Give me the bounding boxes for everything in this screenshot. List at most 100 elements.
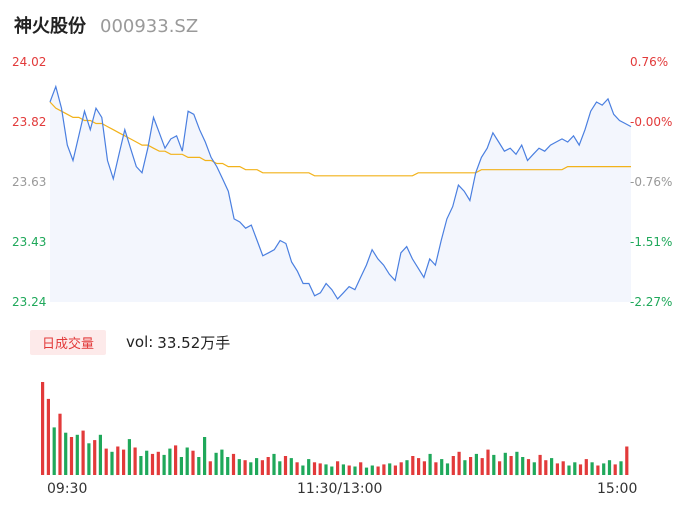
volume-bar	[237, 459, 241, 475]
volume-bar	[185, 447, 189, 475]
volume-bar	[255, 458, 259, 475]
pct-tick-label: 0.76%	[630, 55, 669, 69]
stock-code: 000933.SZ	[100, 16, 199, 37]
volume-bar	[550, 458, 554, 475]
volume-bar	[69, 437, 74, 475]
volume-bar	[145, 450, 149, 475]
volume-bar	[81, 430, 85, 475]
volume-bar	[318, 463, 322, 475]
volume-bar	[596, 465, 600, 475]
volume-bar	[498, 461, 502, 475]
volume-bar	[203, 437, 207, 475]
volume-bar	[116, 446, 120, 475]
price-tick-label: 23.24	[12, 295, 47, 309]
volume-bar	[336, 461, 340, 475]
volume-bar	[440, 459, 444, 475]
volume-bar	[619, 461, 623, 475]
volume-bar	[110, 451, 114, 476]
volume-bar	[417, 458, 421, 475]
volume-bar	[214, 452, 218, 475]
price-tick-label: 23.43	[12, 235, 47, 249]
volume-bar	[474, 453, 478, 475]
volume-bar	[364, 467, 369, 475]
average-price-line	[49, 101, 631, 177]
volume-bar	[98, 434, 102, 475]
pct-tick-label: -0.76%	[630, 175, 673, 189]
volume-bar	[607, 460, 612, 475]
volume-bar	[301, 465, 305, 475]
volume-bar	[289, 458, 293, 475]
volume-bar	[370, 465, 374, 475]
volume-bar	[382, 464, 386, 475]
price-tick-label: 23.63	[12, 175, 47, 189]
volume-bar	[249, 462, 253, 475]
volume-bar	[312, 462, 317, 475]
volume-bar	[584, 459, 588, 475]
time-tick-label: 09:30	[47, 481, 88, 497]
volume-bar	[220, 449, 224, 475]
volume-bar	[41, 382, 45, 475]
volume-bar	[243, 460, 247, 475]
volume-bar	[64, 432, 68, 475]
price-line	[49, 84, 632, 300]
volume-bar	[93, 440, 97, 475]
volume-bar	[521, 457, 525, 475]
price-tick-label: 24.02	[12, 55, 47, 69]
volume-bar	[573, 462, 577, 475]
volume-bar	[463, 460, 467, 475]
volume-bar	[538, 454, 542, 475]
volume-bar	[122, 449, 126, 475]
volume-header: 日成交量 vol: 33.52万手	[30, 329, 231, 355]
volume-bar	[162, 454, 166, 475]
time-tick-label: 11:30/13:00	[297, 481, 383, 497]
volume-bar	[399, 462, 403, 475]
volume-bar	[266, 457, 270, 475]
volume-bar	[295, 462, 299, 475]
volume-bar	[388, 463, 392, 475]
chart-header: 神火股份 000933.SZ	[14, 12, 198, 40]
volume-bar	[561, 461, 565, 475]
volume-bar	[555, 463, 559, 475]
volume-bar	[52, 427, 56, 475]
volume-bar	[509, 456, 513, 475]
volume-bar	[208, 461, 212, 475]
pct-tick-label: -0.00%	[630, 115, 673, 129]
volume-bar	[87, 443, 91, 475]
volume-bar	[168, 448, 172, 475]
volume-bar	[139, 456, 143, 475]
volume-bar	[532, 462, 536, 475]
volume-bar	[156, 451, 160, 476]
stock-name: 神火股份	[14, 16, 86, 37]
volume-bar	[46, 398, 50, 475]
volume-bar	[578, 464, 583, 475]
volume-bar	[127, 439, 131, 475]
volume-bar	[341, 464, 345, 475]
volume-bar	[197, 457, 201, 475]
volume-bar	[503, 452, 507, 475]
volume-bar	[422, 461, 426, 475]
volume-bar	[376, 466, 380, 475]
volume-bar	[451, 456, 455, 475]
price-area-fill	[50, 86, 631, 302]
volume-bar	[174, 445, 178, 475]
volume-bar	[150, 453, 155, 475]
volume-bar	[625, 446, 629, 475]
time-tick-label: 15:00	[597, 481, 638, 497]
volume-bar	[602, 463, 606, 475]
volume-bar	[359, 462, 363, 475]
volume-bar	[260, 460, 264, 475]
volume-bar	[278, 461, 282, 475]
volume-bar	[457, 451, 461, 476]
volume-bar	[469, 457, 473, 475]
volume-bar	[567, 465, 571, 475]
volume-bar	[272, 453, 276, 475]
volume-bar	[480, 458, 484, 475]
daily-volume-badge[interactable]: 日成交量	[30, 329, 107, 355]
volume-bar	[515, 451, 519, 476]
volume-bar	[411, 456, 415, 475]
volume-bar	[307, 459, 311, 475]
volume-bar	[226, 457, 230, 475]
volume-value: 33.52万手	[157, 333, 231, 352]
volume-bar	[405, 460, 409, 475]
